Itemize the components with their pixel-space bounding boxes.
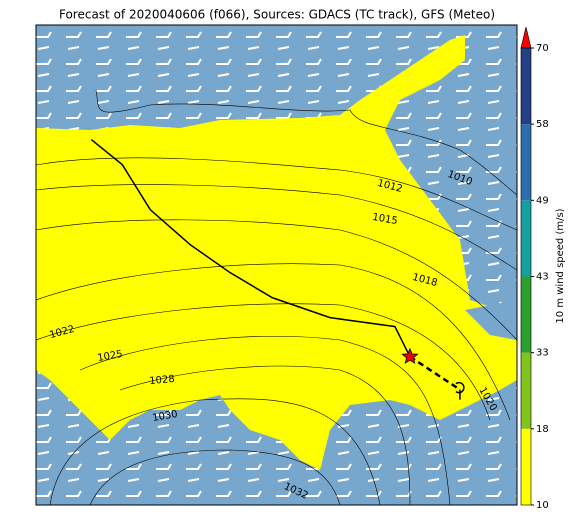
cyclone-symbol [455,381,465,400]
colorbar-tick-label: 49 [536,195,549,206]
low-wind-patch [465,300,517,340]
colorbar-segment [521,200,531,277]
title: Forecast of 2020040606 (f066), Sources: … [59,8,495,22]
isobar-label: 1028 [149,374,175,387]
storm-position [401,347,419,365]
colorbar-segment [521,48,531,125]
colorbar-tick-label: 70 [536,43,549,54]
colorbar-segment [521,276,531,353]
colorbar-segment [521,124,531,201]
colorbar-tick-label: 33 [536,348,549,359]
colorbar-tick-label: 43 [536,272,549,283]
colorbar-segment [521,352,531,429]
colorbar-tick-label: 58 [536,119,549,130]
colorbar-tick-label: 18 [536,424,549,435]
isobar-label: 1025 [97,349,124,364]
isobar-label: 1030 [152,409,179,424]
isobar-label: 1015 [371,212,398,227]
track [90,138,465,400]
colorbar-label: 10 m wind speed (m/s) [555,208,566,323]
colorbar-tick-label: 10 [536,500,549,511]
colorbar-extend [520,26,532,49]
colorbar: 10 18 33 43 49 58 70 10 m wind speed (m/s) [520,26,566,511]
track-line [90,138,411,358]
colorbar-segment [521,428,531,505]
high-wind-region [36,35,517,470]
map-frame [35,24,518,506]
